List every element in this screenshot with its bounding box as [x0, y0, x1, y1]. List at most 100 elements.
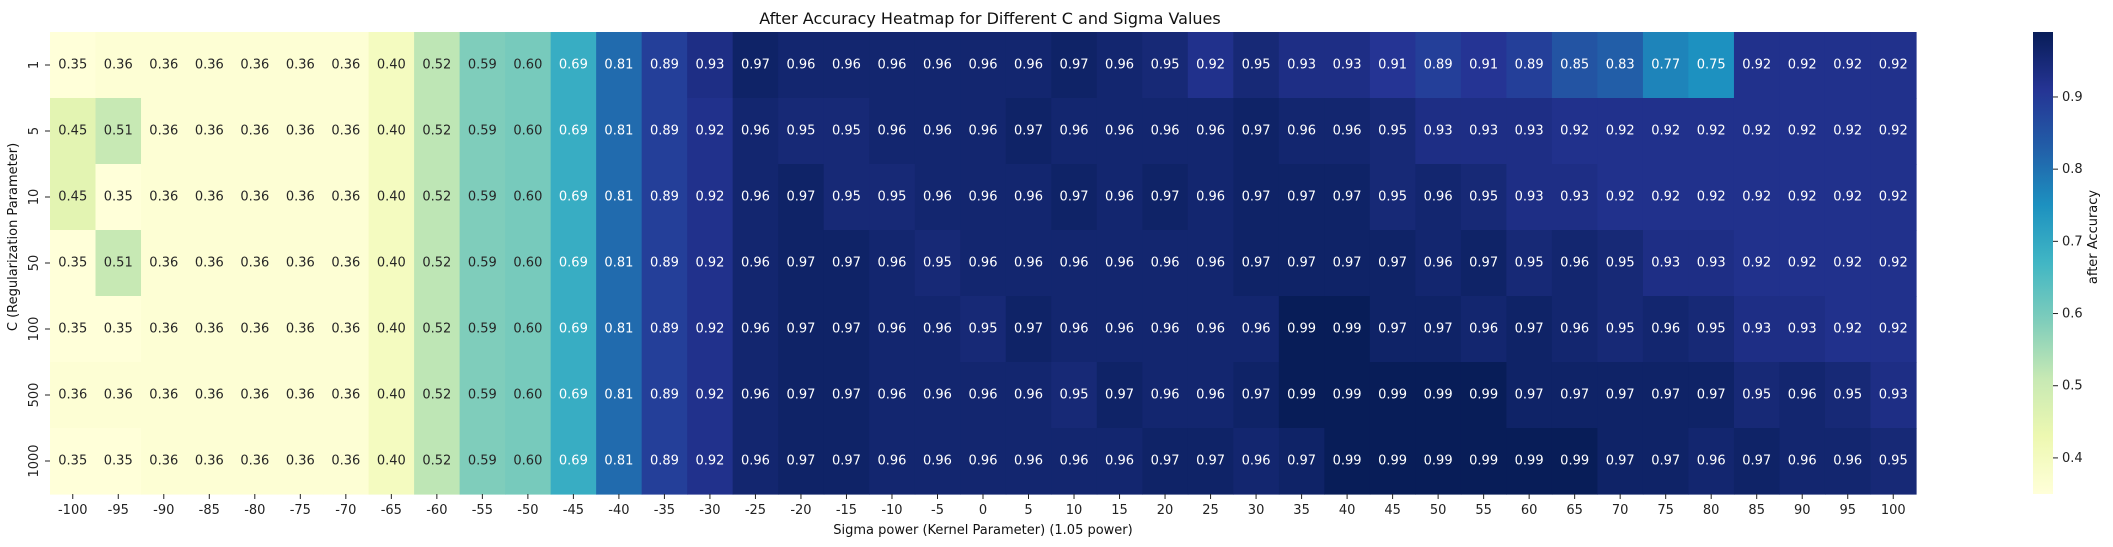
cell-value-label: 0.97	[1560, 388, 1589, 403]
cell-value-label: 0.36	[240, 58, 269, 73]
heatmap-cell	[1597, 296, 1644, 363]
heatmap-cell	[1233, 296, 1280, 363]
cell-value-label: 0.97	[786, 256, 815, 271]
cell-value-label: 0.36	[286, 454, 315, 469]
cell-value-label: 0.36	[331, 256, 360, 271]
cell-value-label: 0.97	[786, 388, 815, 403]
heatmap-cell	[368, 32, 415, 99]
cell-value-label: 0.97	[1515, 388, 1544, 403]
heatmap-cell	[323, 32, 370, 99]
cell-value-label: 0.97	[1287, 454, 1316, 469]
cell-value-label: 0.93	[1424, 124, 1453, 139]
cell-value-label: 0.99	[1333, 388, 1362, 403]
cell-value-label: 0.93	[1651, 256, 1680, 271]
cell-value-label: 0.97	[1606, 388, 1635, 403]
x-tick-label: 75	[1657, 503, 1674, 518]
cell-value-label: 0.96	[923, 190, 952, 205]
cell-value-label: 0.97	[1515, 322, 1544, 337]
heatmap-cell	[186, 230, 233, 297]
x-tick-label: -90	[153, 503, 174, 518]
heatmap-cell	[1597, 32, 1644, 99]
cell-value-label: 0.92	[1651, 190, 1680, 205]
cell-value-label: 0.96	[741, 124, 770, 139]
cell-value-label: 0.97	[1242, 256, 1271, 271]
cell-value-label: 0.36	[149, 190, 178, 205]
heatmap-cell	[414, 32, 461, 99]
cell-value-label: 0.97	[786, 322, 815, 337]
heatmap-cell	[869, 230, 916, 297]
cell-value-label: 0.45	[58, 124, 87, 139]
cell-value-label: 0.36	[195, 124, 224, 139]
cell-value-label: 0.36	[58, 388, 87, 403]
heatmap-cell	[414, 296, 461, 363]
heatmap-cell	[141, 362, 188, 429]
cell-value-label: 0.96	[1014, 58, 1043, 73]
heatmap-cell	[596, 98, 643, 165]
cell-value-label: 0.97	[1424, 322, 1453, 337]
cell-value-label: 0.96	[877, 388, 906, 403]
x-tick-label: 15	[1111, 503, 1128, 518]
heatmap-cell	[1733, 296, 1781, 363]
cell-value-label: 0.52	[422, 190, 451, 205]
cell-value-label: 0.97	[1378, 256, 1407, 271]
heatmap-cell	[232, 296, 279, 363]
heatmap-cell	[687, 32, 734, 99]
cell-value-label: 0.45	[58, 190, 87, 205]
cell-value-label: 0.92	[1879, 256, 1908, 271]
heatmap-cell	[1551, 230, 1599, 297]
heatmap-cell	[1324, 164, 1371, 231]
heatmap-cell	[186, 164, 233, 231]
cell-value-label: 0.96	[969, 190, 998, 205]
heatmap-cell	[323, 428, 370, 495]
cell-value-label: 0.96	[877, 322, 906, 337]
cell-value-label: 0.96	[1105, 58, 1134, 73]
cell-value-label: 0.95	[832, 190, 861, 205]
heatmap-cell	[277, 32, 324, 99]
heatmap-cell	[914, 230, 961, 297]
heatmap-cell	[1642, 428, 1690, 495]
heatmap-cell	[823, 32, 870, 99]
heatmap-cell	[1005, 32, 1052, 99]
cell-value-label: 0.59	[468, 322, 497, 337]
cell-value-label: 0.92	[695, 322, 724, 337]
x-tick-label: -45	[563, 503, 584, 518]
cell-value-label: 0.96	[1469, 322, 1498, 337]
heatmap-cell	[1096, 428, 1143, 495]
cell-value-label: 0.96	[923, 388, 952, 403]
heatmap-cell	[596, 362, 643, 429]
heatmap-cell	[1642, 32, 1690, 99]
cell-value-label: 0.96	[1151, 256, 1180, 271]
heatmap-cell	[459, 32, 506, 99]
cell-value-label: 0.36	[195, 58, 224, 73]
cell-value-label: 0.35	[58, 58, 87, 73]
cell-value-label: 0.96	[969, 256, 998, 271]
heatmap-cell	[1142, 164, 1189, 231]
cell-value-label: 0.96	[923, 322, 952, 337]
cell-value-label: 0.92	[1788, 190, 1817, 205]
heatmap-cell	[641, 428, 688, 495]
heatmap-cell	[823, 296, 870, 363]
cell-value-label: 0.96	[1014, 190, 1043, 205]
cell-value-label: 0.36	[286, 322, 315, 337]
y-tick-label: 5	[27, 127, 42, 135]
heatmap-cell	[1642, 230, 1690, 297]
cell-value-label: 0.95	[1606, 322, 1635, 337]
cell-value-label: 0.36	[331, 58, 360, 73]
cell-value-label: 0.36	[286, 256, 315, 271]
heatmap-cell	[1688, 362, 1735, 429]
heatmap-cell	[1824, 98, 1872, 165]
cell-value-label: 0.93	[695, 58, 724, 73]
heatmap-cell	[1369, 164, 1416, 231]
cell-value-label: 0.92	[695, 256, 724, 271]
cell-value-label: 0.99	[1469, 454, 1498, 469]
x-tick-label: 35	[1293, 503, 1310, 518]
cell-value-label: 0.59	[468, 124, 497, 139]
heatmap-cell	[1870, 164, 1917, 231]
heatmap-cell	[732, 230, 779, 297]
heatmap-cell	[1733, 32, 1781, 99]
cell-value-label: 0.93	[1333, 58, 1362, 73]
heatmap-cell	[414, 230, 461, 297]
cell-value-label: 0.92	[695, 124, 724, 139]
heatmap-cell	[1096, 164, 1143, 231]
cell-value-label: 0.36	[286, 124, 315, 139]
